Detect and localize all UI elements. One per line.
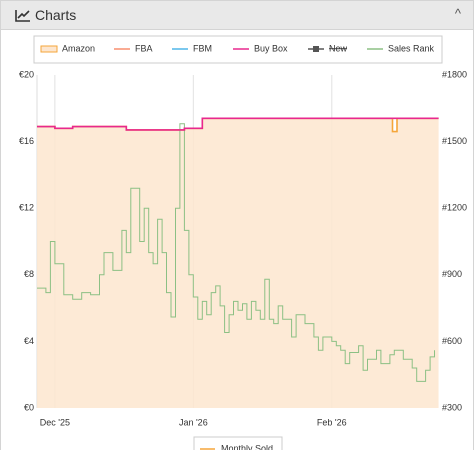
legend-label[interactable]: Amazon — [62, 43, 95, 53]
y-tick-label: €12 — [19, 203, 34, 213]
y2-tick-label: #1800 — [442, 69, 467, 79]
y-tick-label: €4 — [24, 336, 34, 346]
y2-tick-label: #900 — [442, 269, 462, 279]
legend-label[interactable]: FBM — [193, 43, 212, 53]
x-tick-label: Jan '26 — [179, 417, 208, 427]
y-tick-label: €0 — [24, 402, 34, 412]
area — [37, 118, 439, 409]
chart: Amazon FBA FBM Buy Box New Sales Rank Dec '25 J… — [19, 35, 467, 450]
extra-legend-box — [193, 436, 283, 450]
y-tick-label: €8 — [24, 269, 34, 279]
x-tick-label: Feb '26 — [317, 417, 347, 427]
collapse-caret[interactable]: ^ — [454, 6, 461, 21]
y-tick-label: €20 — [19, 69, 34, 79]
y2-tick-label: #300 — [442, 402, 462, 412]
series-line — [37, 117, 439, 131]
chart-icon — [15, 10, 30, 22]
y2-tick-label: #1500 — [442, 136, 467, 146]
panel-title: Charts — [35, 7, 77, 23]
legend-label[interactable]: Buy Box — [254, 43, 288, 53]
y-tick-label: €16 — [19, 136, 34, 146]
legend-swatch — [40, 45, 58, 53]
legend-label[interactable]: FBA — [135, 43, 153, 53]
y2-tick-label: #600 — [442, 336, 462, 346]
panel-header[interactable]: Charts ^ — [1, 1, 473, 30]
series-line — [37, 123, 435, 382]
y2-tick-label: #1200 — [442, 203, 467, 213]
extra-legend-label: Monthly Sold — [221, 443, 273, 450]
x-tick-label: Dec '25 — [40, 417, 70, 427]
legend-marker — [313, 46, 319, 52]
legend-label[interactable]: New — [329, 43, 348, 53]
legend-label[interactable]: Sales Rank — [388, 43, 435, 53]
